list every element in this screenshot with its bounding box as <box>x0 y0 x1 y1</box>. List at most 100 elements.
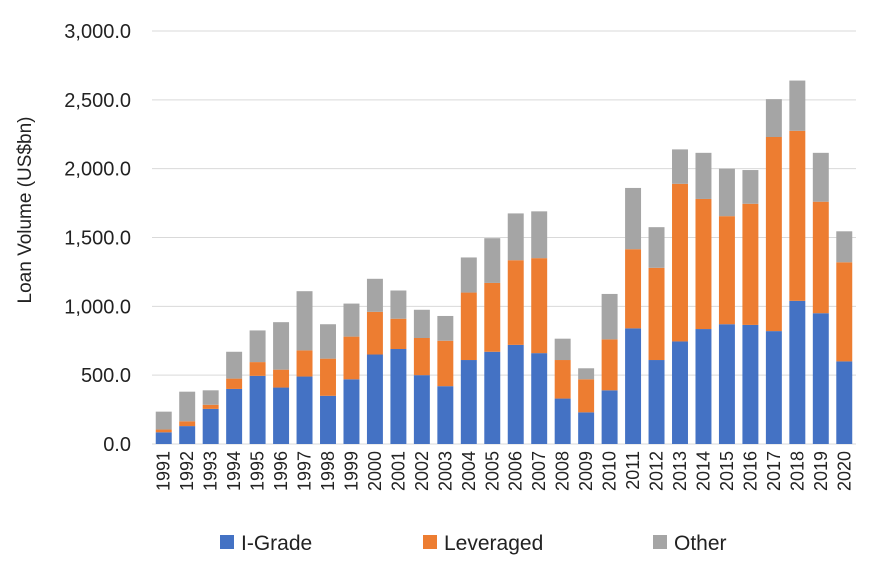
bar-i-grade-2010 <box>601 390 618 444</box>
bar-other-2018 <box>789 80 806 131</box>
y-tick-label: 1,500.0 <box>64 228 131 250</box>
x-tick-label: 2004 <box>459 451 479 491</box>
bar-other-2016 <box>742 170 759 204</box>
bar-i-grade-2004 <box>460 360 477 444</box>
bar-i-grade-2005 <box>484 351 501 444</box>
x-tick-label: 2020 <box>834 451 854 491</box>
y-tick-label: 500.0 <box>81 365 131 387</box>
bar-leveraged-2009 <box>578 379 595 413</box>
bar-other-1998 <box>320 324 336 359</box>
bar-i-grade-1995 <box>249 375 266 444</box>
bar-i-grade-2007 <box>531 353 548 444</box>
bar-leveraged-2007 <box>531 258 548 354</box>
bar-leveraged-1995 <box>249 362 266 376</box>
x-axis-ticks: 1991 1992 1993 1994 1995 1996 1997 1998 1999 2000… <box>154 451 855 491</box>
bar-leveraged-1999 <box>343 336 360 380</box>
bar-i-grade-2003 <box>437 386 454 444</box>
x-tick-label: 2009 <box>576 451 596 491</box>
bar-i-grade-2015 <box>718 324 735 444</box>
bar-leveraged-2008 <box>554 360 571 399</box>
bar-i-grade-2019 <box>812 313 829 444</box>
bar-other-2009 <box>578 368 595 380</box>
bar-other-2008 <box>554 338 571 361</box>
bar-leveraged-2010 <box>601 339 618 391</box>
bar-other-2004 <box>460 257 477 293</box>
legend-swatch <box>653 535 667 549</box>
legend-label: I-Grade <box>241 532 312 555</box>
y-tick-label: 0.0 <box>103 434 131 456</box>
bar-other-2014 <box>695 152 712 199</box>
x-tick-label: 2014 <box>693 451 713 491</box>
bar-i-grade-2018 <box>789 300 806 444</box>
x-tick-label: 2015 <box>717 451 737 491</box>
bar-other-2012 <box>648 227 665 268</box>
x-tick-label: 2013 <box>670 451 690 491</box>
bar-i-grade-2011 <box>625 328 642 444</box>
bar-other-1999 <box>343 303 360 337</box>
bar-i-grade-2008 <box>554 398 571 444</box>
bar-other-2010 <box>601 293 618 340</box>
x-tick-label: 1998 <box>318 451 338 491</box>
y-tick-label: 2,000.0 <box>64 159 131 181</box>
bar-i-grade-2012 <box>648 360 665 444</box>
bar-leveraged-1994 <box>226 378 243 389</box>
bar-other-1993 <box>202 390 219 405</box>
x-tick-label: 1991 <box>154 451 174 491</box>
x-tick-label: 2001 <box>388 451 408 491</box>
legend-label: Other <box>674 532 727 555</box>
bar-other-2001 <box>390 290 407 319</box>
x-tick-label: 2010 <box>600 451 620 491</box>
x-tick-label: 1993 <box>201 451 221 491</box>
bar-i-grade-1991 <box>155 432 172 444</box>
y-axis-title: Loan Volume (US$bn) <box>15 117 36 304</box>
bar-other-2017 <box>765 99 782 138</box>
bar-leveraged-2012 <box>648 267 665 361</box>
bar-leveraged-2014 <box>695 198 712 330</box>
y-axis-ticks: 0.0 500.0 1,000.0 1,500.0 2,000.0 2,500.0 3,00… <box>64 21 131 456</box>
bar-leveraged-1993 <box>202 404 219 409</box>
bar-other-1995 <box>249 330 266 363</box>
x-tick-label: 1992 <box>177 451 197 491</box>
bar-leveraged-1996 <box>273 369 290 388</box>
bar-i-grade-1998 <box>320 395 336 444</box>
bar-leveraged-2001 <box>390 318 407 350</box>
bar-leveraged-2003 <box>437 340 454 387</box>
legend-swatch <box>423 535 437 549</box>
bar-other-1992 <box>179 391 196 422</box>
bar-other-2013 <box>672 149 688 184</box>
x-tick-label: 2008 <box>553 451 573 491</box>
bar-i-grade-2014 <box>695 329 712 444</box>
bars <box>155 80 853 444</box>
bar-other-2011 <box>625 187 642 250</box>
x-tick-label: 2002 <box>412 451 432 491</box>
bar-leveraged-2020 <box>836 262 853 362</box>
bar-i-grade-1996 <box>273 387 290 444</box>
bar-other-2020 <box>836 231 853 263</box>
x-tick-label: 1995 <box>248 451 268 491</box>
x-tick-label: 1999 <box>341 451 361 491</box>
bar-i-grade-1999 <box>343 379 360 444</box>
bar-other-1997 <box>296 291 313 351</box>
bar-i-grade-1992 <box>179 426 196 444</box>
x-tick-label: 2018 <box>787 451 807 491</box>
bar-leveraged-2018 <box>789 130 806 301</box>
bar-i-grade-1993 <box>202 408 219 444</box>
y-tick-label: 2,500.0 <box>64 90 131 112</box>
x-tick-label: 2007 <box>529 451 549 491</box>
bar-leveraged-2006 <box>507 260 524 345</box>
x-tick-label: 2003 <box>435 451 455 491</box>
bar-leveraged-2002 <box>413 337 430 376</box>
bar-leveraged-2016 <box>742 203 759 325</box>
bar-other-2015 <box>718 168 735 217</box>
bar-leveraged-2017 <box>765 137 782 332</box>
bar-leveraged-2004 <box>460 292 477 361</box>
bar-leveraged-1991 <box>155 429 172 433</box>
bar-i-grade-2020 <box>836 361 853 444</box>
x-tick-label: 2005 <box>482 451 502 491</box>
bar-leveraged-2005 <box>484 282 501 352</box>
bar-other-2002 <box>413 309 430 338</box>
bar-i-grade-2002 <box>413 375 430 444</box>
bar-other-1991 <box>155 411 172 430</box>
bar-other-1996 <box>273 322 290 370</box>
